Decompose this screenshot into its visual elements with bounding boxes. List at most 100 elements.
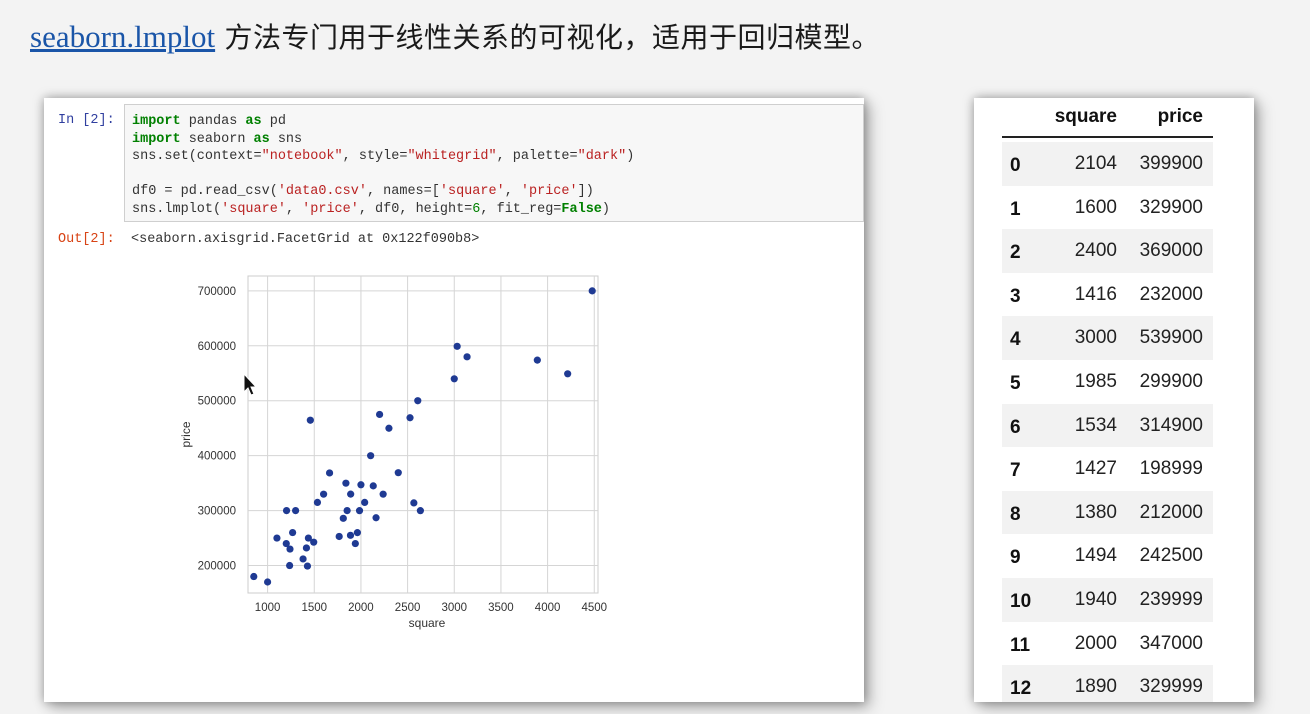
x-tick-label: 1000: [255, 602, 281, 614]
table-header: square price: [1002, 104, 1213, 138]
cell-price: 239999: [1139, 589, 1203, 610]
data-point: [304, 534, 312, 542]
data-point: [385, 424, 393, 432]
code-cell[interactable]: import pandas as pd import seaborn as sns…: [124, 104, 864, 222]
y-tick-label: 500000: [198, 396, 236, 408]
x-tick-label: 1500: [301, 602, 327, 614]
data-point: [357, 481, 365, 489]
data-point: [588, 287, 596, 295]
data-point: [369, 482, 377, 490]
input-prompt: In [2]:: [58, 113, 115, 128]
table-row: 11 2000 347000: [1002, 622, 1213, 666]
data-point: [310, 538, 318, 546]
row-index: 1: [1010, 198, 1021, 220]
row-index: 6: [1010, 416, 1021, 438]
cell-price: 314900: [1139, 414, 1203, 436]
column-header-price: price: [1157, 106, 1203, 127]
data-point: [347, 490, 355, 498]
data-point: [361, 498, 369, 507]
cell-price: 539900: [1139, 327, 1203, 349]
table-row: 0 2104 399900: [1002, 142, 1213, 186]
y-axis-label: price: [179, 421, 193, 447]
y-tick-label: 400000: [198, 451, 236, 463]
data-point: [453, 342, 461, 350]
seaborn-lmplot-link[interactable]: seaborn.lmplot: [30, 19, 216, 54]
data-point: [463, 353, 471, 361]
output-prompt: Out[2]:: [58, 232, 115, 247]
row-index: 10: [1010, 591, 1032, 612]
y-tick-label: 300000: [198, 506, 236, 518]
data-point: [343, 506, 351, 515]
table-row: 7 1427 198999: [1002, 447, 1213, 491]
cell-price: 212000: [1139, 501, 1203, 523]
code-line: import seaborn as sns: [132, 131, 303, 147]
data-point: [264, 578, 272, 586]
cell-square: 1380: [1074, 501, 1117, 523]
data-point: [410, 499, 418, 507]
cell-price: 369000: [1139, 240, 1203, 262]
table-row: 1 1600 329900: [1002, 186, 1213, 230]
cell-square: 2104: [1074, 153, 1117, 174]
data-point: [313, 498, 322, 507]
cell-square: 2000: [1074, 632, 1117, 654]
data-point: [339, 514, 347, 522]
code-line: df0 = pd.read_csv('data0.csv', names=['s…: [132, 184, 594, 199]
data-point: [325, 469, 334, 477]
cell-price: 232000: [1139, 283, 1203, 305]
table-row: 10 1940 239999: [1002, 578, 1213, 622]
table-row: 12 1890 329999: [1002, 665, 1213, 702]
cell-price: 198999: [1139, 458, 1203, 480]
data-point: [273, 534, 281, 542]
data-point: [416, 507, 424, 515]
x-tick-label: 4500: [581, 602, 607, 614]
x-axis-label: square: [409, 616, 446, 630]
data-point: [533, 356, 541, 364]
output-text: <seaborn.axisgrid.FacetGrid at 0x122f090…: [131, 232, 480, 247]
cell-square: 1985: [1074, 371, 1117, 392]
dataframe-table: square price 0 2104 399900 1 1600 329900 2 2400…: [974, 98, 1254, 702]
page-heading: seaborn.lmplot 方法专门用于线性关系的可视化，适用于回归模型。: [30, 16, 880, 56]
data-point: [353, 529, 361, 537]
cell-square: 2400: [1074, 240, 1117, 262]
data-point: [306, 416, 314, 424]
data-point: [379, 490, 387, 498]
y-tick-label: 600000: [198, 341, 236, 353]
data-point: [299, 555, 307, 563]
data-point: [335, 532, 343, 541]
data-point: [367, 452, 375, 460]
data-point: [376, 410, 384, 419]
code-line: import pandas as pd: [132, 114, 286, 129]
data-point: [372, 514, 380, 522]
data-point: [564, 370, 572, 378]
data-point: [282, 506, 291, 515]
plot-area: [247, 275, 599, 594]
data-point: [406, 414, 414, 422]
data-point: [320, 490, 328, 498]
row-index: 12: [1010, 678, 1032, 700]
cell-price: 299900: [1139, 371, 1203, 392]
table-row: 4 3000 539900: [1002, 316, 1213, 360]
cell-square: 1427: [1074, 458, 1117, 480]
cell-price: 329999: [1139, 676, 1203, 698]
heading-description: 方法专门用于线性关系的可视化，适用于回归模型。: [215, 21, 881, 54]
notebook-panel: In [2]: import pandas as pd import seabor…: [44, 98, 864, 702]
y-tick-label: 700000: [198, 286, 236, 298]
data-point: [355, 507, 364, 515]
mouse-pointer-icon: [243, 372, 258, 396]
data-point: [303, 562, 312, 570]
table-row: 8 1380 212000: [1002, 490, 1213, 535]
scatter-plot: 1000 1500 2000 2500 3000 3500 4000 4500 200000 30…: [179, 275, 607, 630]
data-point: [292, 506, 300, 515]
cell-square: 1600: [1074, 196, 1117, 218]
data-point: [286, 561, 294, 570]
table-row: 6 1534 314900: [1002, 403, 1213, 448]
code-line: sns.set(context="notebook", style="white…: [132, 149, 635, 164]
data-point: [302, 544, 311, 552]
row-index: 5: [1010, 373, 1021, 394]
x-tick-label: 4000: [535, 602, 561, 614]
y-tick-label: 200000: [198, 561, 236, 573]
cell-price: 242500: [1139, 545, 1203, 567]
cell-price: 347000: [1139, 632, 1203, 654]
cell-square: 1890: [1074, 676, 1117, 698]
row-index: 7: [1010, 460, 1021, 482]
